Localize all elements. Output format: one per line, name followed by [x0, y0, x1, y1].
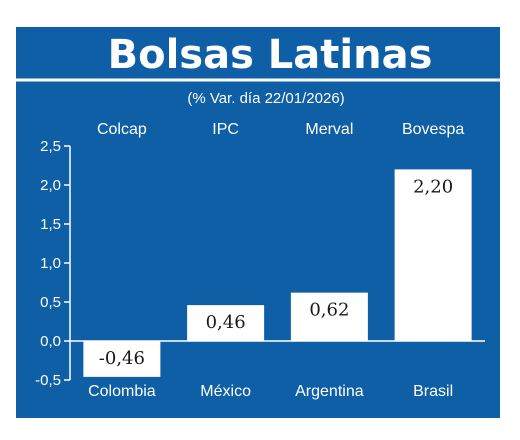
bar — [187, 305, 265, 341]
data-label: 0,46 — [206, 312, 246, 333]
y-tick-label: 2,0 — [40, 177, 61, 194]
y-tick-label: -0,5 — [35, 372, 61, 389]
index-name-label: Colcap — [97, 121, 147, 138]
category-label: Argentina — [295, 383, 364, 400]
bar — [394, 169, 472, 341]
category-label: México — [200, 383, 251, 400]
bar — [290, 292, 368, 341]
y-tick-label: 0,5 — [40, 294, 61, 311]
bar-labels: Colcap Colombia -0,46 IPC México 0,46 Merval Ar… — [88, 121, 464, 400]
data-label: 2,20 — [413, 176, 453, 197]
data-label: 0,62 — [309, 300, 349, 321]
y-tick-label: 1,5 — [40, 216, 61, 233]
data-label: -0,46 — [99, 348, 145, 369]
chart-title: Bolsas Latinas — [108, 32, 433, 78]
bar — [83, 341, 161, 377]
y-tick-label: 0,0 — [40, 333, 61, 350]
index-name-label: Merval — [305, 121, 353, 138]
y-tick-label: 2,5 — [40, 138, 61, 155]
category-label: Brasil — [413, 383, 453, 400]
index-name-label: IPC — [212, 121, 239, 138]
category-label: Colombia — [88, 383, 156, 400]
chart-subtitle: (% Var. día 22/01/2026) — [187, 90, 344, 107]
y-tick-label: 1,0 — [40, 255, 61, 272]
index-name-label: Bovespa — [402, 121, 464, 138]
bars — [83, 169, 472, 377]
